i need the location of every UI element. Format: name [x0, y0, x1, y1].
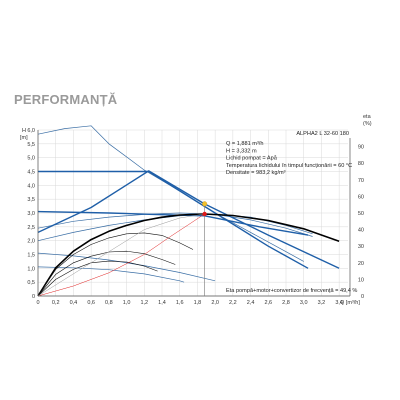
y-right-tick-label: 60 [358, 194, 364, 200]
y-left-tick-label: 3,5 [27, 197, 35, 203]
efficiency-curve-11 [37, 260, 158, 297]
axes [37, 130, 351, 297]
x-tick-label: 3,4 [335, 300, 343, 306]
efficiency-curve-8 [37, 213, 340, 297]
page-title: PERFORMANȚĂ [14, 92, 118, 107]
duty-info-line: Q = 1,881 m³/h [226, 141, 263, 147]
y-left-tick-label: 1,5 [27, 253, 35, 259]
duty-point-marker [202, 201, 208, 207]
y-right-tick-label: 50 [358, 211, 364, 217]
efficiency-curve-10 [37, 250, 176, 297]
head-curve-2 [37, 252, 216, 282]
head-curve-1 [37, 266, 185, 283]
x-axis-label: Q [m³/h] [340, 300, 360, 306]
x-tick-label: 1,8 [194, 300, 202, 306]
y-left-tick-label: 1,0 [27, 266, 35, 272]
x-tick-label: 3,2 [318, 300, 326, 306]
x-tick-label: 2,6 [264, 300, 272, 306]
y-right-tick-label: 10 [358, 277, 364, 283]
efficiency-note: Eta pompă+motor+convertizor de frecvență… [226, 288, 357, 294]
x-tick-label: 2,2 [229, 300, 237, 306]
head-curve-3 [37, 212, 313, 237]
x-tick-label: 2,8 [282, 300, 290, 306]
y-left-axis-unit: [m] [20, 135, 28, 141]
duty-info-line: H = 3,332 m [226, 148, 257, 154]
y-right-tick-label: 40 [358, 228, 364, 234]
y-right-tick-label: 0 [361, 294, 364, 300]
y-left-tick-label: 0 [32, 294, 35, 300]
x-tick-label: 1,2 [140, 300, 148, 306]
efficiency-curve-12 [37, 213, 205, 297]
x-tick-label: 1,0 [123, 300, 131, 306]
y-left-tick-label: 5,0 [27, 156, 35, 162]
y-right-tick-label: 80 [358, 161, 364, 167]
y-left-tick-label: 5,5 [27, 142, 35, 148]
x-tick-label: 1,6 [176, 300, 184, 306]
duty-info-line: Temperatura lichidului în timpul funcțio… [226, 163, 352, 169]
duty-info-line: Densitate = 983,2 kg/m³ [226, 170, 286, 176]
duty-info-line: Lichid pompat = Apă [226, 156, 278, 162]
y-left-tick-label: 3,0 [27, 211, 35, 217]
y-left-tick-label: 4,5 [27, 170, 35, 176]
y-right-axis-unit: (%) [363, 121, 372, 127]
y-right-tick-label: 30 [358, 244, 364, 250]
x-tick-label: 2,4 [247, 300, 255, 306]
x-tick-label: 0 [36, 300, 39, 306]
head-curve-5 [38, 170, 309, 269]
pump-model-label: ALPHA2 L 32-60 180 [296, 131, 349, 137]
marker-layer [202, 201, 208, 296]
y-left-axis-label: H [22, 128, 26, 134]
chart-texts: H[m] eta(%) Q [m³/h] ALPHA2 L 32-60 180 Q = … [20, 114, 372, 306]
y-left-tick-label: 0,5 [27, 280, 35, 286]
y-left-tick-label: 2,5 [27, 225, 35, 231]
curve-layer [37, 125, 340, 297]
x-tick-label: 2,0 [211, 300, 219, 306]
efficiency-curve-9 [37, 232, 194, 297]
y-right-tick-label: 70 [358, 178, 364, 184]
grid [37, 129, 348, 297]
y-right-tick-label: 20 [358, 261, 364, 267]
y-left-tick-label: 2,0 [27, 239, 35, 245]
x-tick-label: 0,8 [105, 300, 113, 306]
x-tick-label: 1,4 [158, 300, 166, 306]
x-tick-label: 3,0 [300, 300, 308, 306]
efficiency-curve-13 [37, 213, 205, 297]
x-tick-label: 0,2 [52, 300, 60, 306]
x-tick-label: 0,4 [70, 300, 78, 306]
x-tick-label: 0,6 [87, 300, 95, 306]
efficiency-point-marker [202, 211, 207, 217]
head-curve-6 [37, 170, 340, 269]
y-left-tick-label: 6,0 [27, 128, 35, 134]
y-left-tick-label: 4,0 [27, 183, 35, 189]
y-right-axis-label: eta [363, 114, 372, 120]
head-curve-0 [37, 125, 304, 262]
tick-labels: 0 0,5 1,0 1,5 2,0 2,5 3,0 3,5 4,0 4,5 5,0 5,5 6,0 0 0,… [27, 128, 364, 306]
y-right-tick-label: 90 [358, 145, 364, 151]
